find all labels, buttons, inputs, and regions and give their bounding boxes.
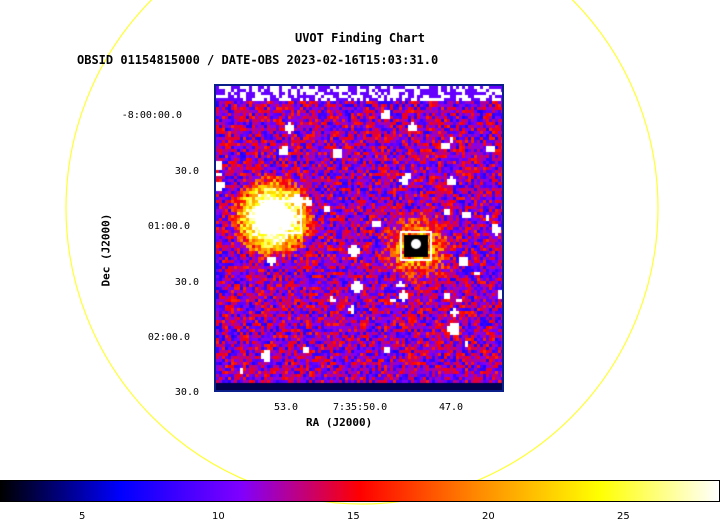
colorbar-tick-label: 20: [482, 511, 495, 522]
chart-subtitle: OBSID 01154815000 / DATE-OBS 2023-02-16T…: [77, 53, 439, 67]
y-tick-label: 01:00.0: [147, 221, 190, 232]
y-tick-label: 30.0: [174, 166, 199, 177]
y-tick-label: 30.0: [174, 277, 199, 288]
y-axis-label: Dec (J2000): [99, 213, 113, 287]
x-tick-label: 47.0: [439, 402, 464, 413]
colorbar-tick-label: 5: [79, 511, 86, 522]
x-tick-label: 53.0: [274, 402, 299, 413]
x-tick-label: 7:35:50.0: [333, 402, 388, 413]
y-tick-label: 02:00.0: [147, 332, 190, 343]
sky-image-frame: [214, 84, 504, 392]
sky-image-heatmap: [216, 86, 502, 390]
colorbar-tick-label: 15: [347, 511, 360, 522]
x-axis-label: RA (J2000): [306, 416, 373, 429]
y-tick-label: -8:00:00.0: [121, 110, 182, 121]
colorbar-tick-label: 10: [212, 511, 225, 522]
colorbar-gradient: [1, 481, 719, 501]
colorbar-tick-label: 25: [617, 511, 630, 522]
chart-title: UVOT Finding Chart: [294, 31, 426, 45]
colorbar: [0, 480, 720, 502]
y-tick-label: 30.0: [174, 387, 199, 398]
fov-circle-outline: [65, 0, 659, 505]
